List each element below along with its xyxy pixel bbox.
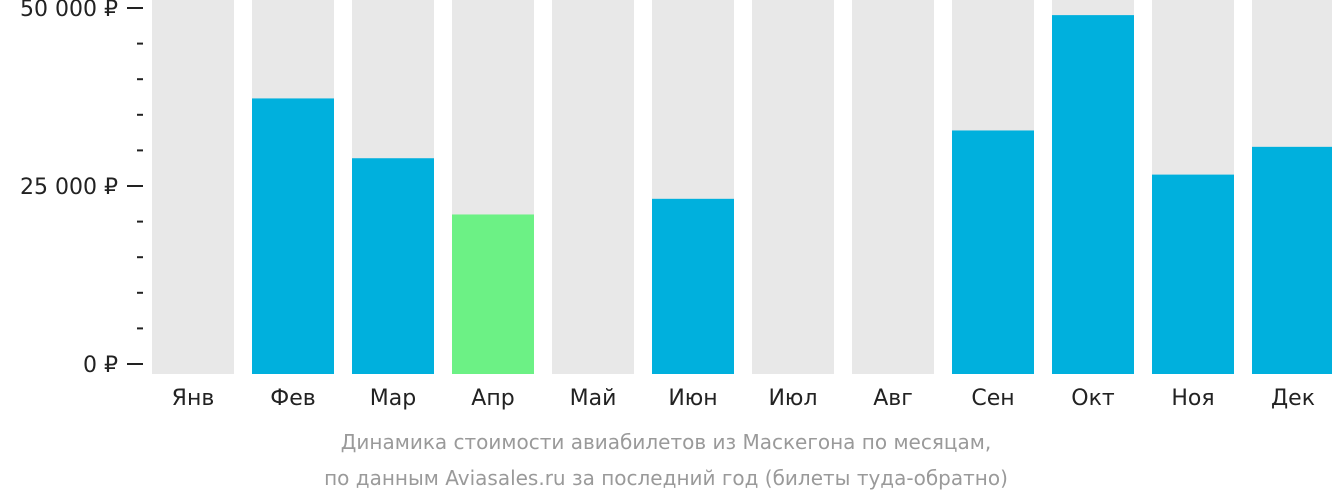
bar-background-6 — [752, 0, 834, 374]
y-tick-label: 25 000 ₽ — [20, 175, 118, 200]
chart-caption-line2: по данным Aviasales.ru за последний год … — [324, 466, 1008, 490]
bar-5[interactable] — [652, 198, 734, 374]
x-tick-label: Окт — [1071, 386, 1115, 411]
chart-caption-line1: Динамика стоимости авиабилетов из Маскег… — [340, 430, 992, 454]
x-tick-label: Сен — [971, 386, 1014, 411]
x-tick-label: Май — [570, 386, 617, 411]
x-tick-label: Ноя — [1171, 386, 1214, 411]
x-tick-label: Фев — [270, 386, 315, 411]
x-tick-label: Мар — [370, 386, 416, 411]
bar-3[interactable] — [452, 214, 534, 374]
data-bars — [252, 15, 1332, 375]
bar-10[interactable] — [1152, 174, 1234, 374]
x-tick-label: Дек — [1271, 386, 1315, 411]
bar-9[interactable] — [1052, 15, 1134, 375]
bar-background-7 — [852, 0, 934, 374]
x-tick-label: Июн — [668, 386, 717, 411]
y-tick-label: 0 ₽ — [83, 353, 118, 378]
x-tick-label: Янв — [172, 386, 215, 411]
bar-background-0 — [152, 0, 234, 374]
x-tick-label: Авг — [873, 386, 913, 411]
bar-8[interactable] — [952, 130, 1034, 374]
y-tick-label: 50 000 ₽ — [20, 0, 118, 22]
x-axis: Янв Фев Мар Апр Май Июн Июл Авг Сен Окт Ноя Дек — [172, 386, 1315, 411]
bar-11[interactable] — [1252, 146, 1332, 374]
price-chart: 0 ₽ 25 000 ₽ 50 000 ₽ Янв Фев Мар Апр Май Июн Ию… — [20, 0, 1332, 411]
bar-1[interactable] — [252, 98, 334, 374]
bar-2[interactable] — [352, 158, 434, 374]
y-axis: 0 ₽ 25 000 ₽ 50 000 ₽ — [20, 0, 143, 378]
bar-background-4 — [552, 0, 634, 374]
x-tick-label: Июл — [768, 386, 817, 411]
x-tick-label: Апр — [471, 386, 514, 411]
